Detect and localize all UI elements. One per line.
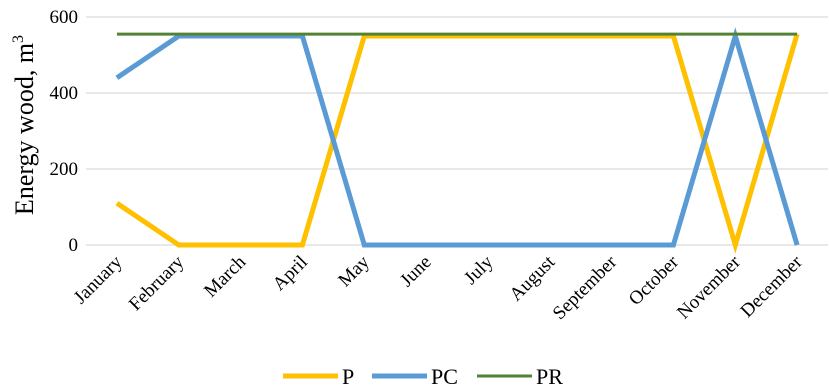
x-tick-label: May <box>334 251 374 291</box>
y-tick-label: 400 <box>50 83 79 104</box>
y-tick-label: 200 <box>50 159 79 180</box>
legend-label-p: P <box>342 364 354 388</box>
series-line-p <box>115 33 800 254</box>
y-tick-labels: 0 200 400 600 <box>50 7 79 256</box>
x-tick-label: November <box>673 251 745 323</box>
x-tick-label: July <box>460 251 498 289</box>
series-line-pc <box>115 27 800 248</box>
x-tick-label: August <box>506 251 560 305</box>
y-tick-label: 600 <box>50 7 79 28</box>
legend: P PC PR <box>283 364 563 388</box>
x-tick-label: April <box>269 252 312 295</box>
legend-label-pr: PR <box>536 364 563 388</box>
y-axis-label-superscript: 3 <box>10 35 27 43</box>
x-tick-label: January <box>70 251 127 308</box>
y-axis-label-text: Energy wood, m <box>10 43 39 215</box>
y-tick-label: 0 <box>69 235 79 256</box>
x-tick-label: December <box>737 251 808 322</box>
x-tick-label: September <box>549 251 622 324</box>
x-tick-label: October <box>625 251 684 310</box>
series-layer <box>115 27 800 254</box>
x-tick-label: March <box>200 251 250 301</box>
x-tick-label: June <box>396 252 435 291</box>
grid-layer <box>86 16 828 246</box>
x-tick-label: February <box>125 251 189 315</box>
legend-label-pc: PC <box>431 364 458 388</box>
y-axis-label: Energy wood, m3 <box>10 35 39 215</box>
